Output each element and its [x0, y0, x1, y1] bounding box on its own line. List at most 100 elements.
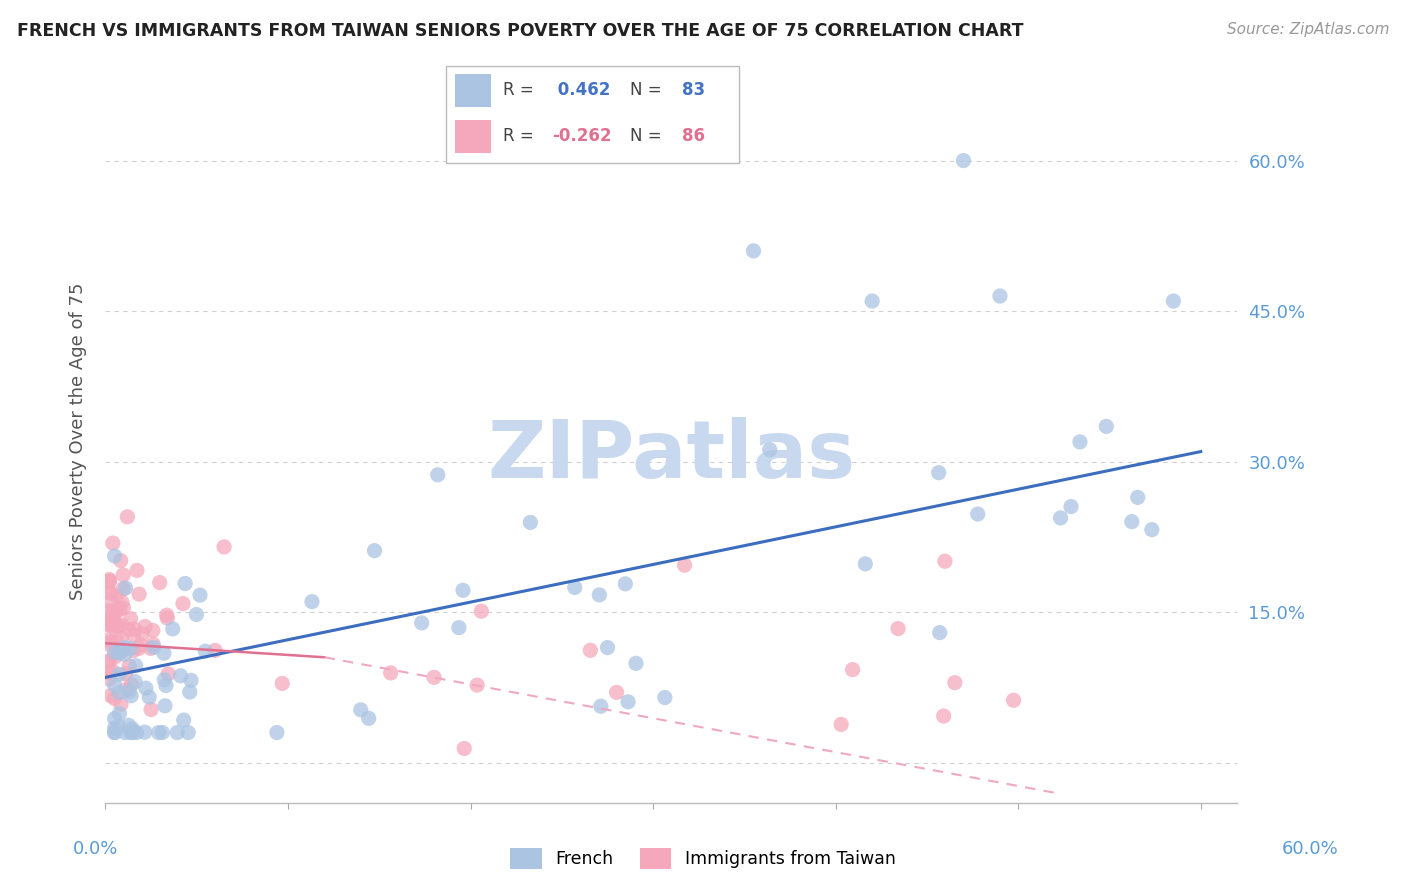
Point: [120, 677, 142, 691]
Point: [103, 615, 125, 630]
Point: [173, 713, 195, 727]
Point: [180, 673, 202, 688]
Point: [411, 615, 433, 630]
Point: [98, 617, 121, 632]
Point: [453, 741, 475, 756]
Point: [564, 581, 586, 595]
Point: [579, 643, 602, 657]
Point: [148, 725, 170, 739]
Point: [742, 244, 765, 258]
Point: [928, 466, 950, 480]
Point: [1095, 419, 1118, 434]
Point: [98, 614, 121, 628]
Point: [588, 588, 610, 602]
Point: [157, 667, 180, 681]
Point: [271, 676, 294, 690]
Point: [169, 669, 191, 683]
Point: [114, 640, 136, 655]
Point: [112, 568, 135, 582]
Text: N =: N =: [630, 128, 668, 145]
Point: [120, 725, 142, 739]
Point: [860, 294, 883, 309]
Point: [174, 576, 197, 591]
Point: [589, 699, 612, 714]
Point: [112, 582, 135, 596]
Point: [98, 595, 121, 609]
Point: [114, 666, 136, 681]
Text: R =: R =: [503, 128, 540, 145]
Text: 0.462: 0.462: [551, 81, 610, 99]
Point: [103, 549, 125, 563]
Point: [122, 643, 145, 657]
Point: [156, 611, 179, 625]
Text: N =: N =: [630, 81, 668, 99]
Point: [108, 645, 131, 659]
Point: [952, 153, 974, 168]
Point: [162, 622, 184, 636]
Point: [98, 654, 121, 668]
Point: [853, 557, 876, 571]
Bar: [456, 120, 491, 153]
Point: [125, 563, 148, 577]
Text: R =: R =: [503, 81, 540, 99]
Point: [1140, 523, 1163, 537]
Point: [451, 583, 474, 598]
Point: [357, 711, 380, 725]
Point: [131, 627, 153, 641]
Point: [179, 685, 201, 699]
Text: 86: 86: [682, 128, 704, 145]
Point: [426, 467, 449, 482]
Point: [150, 725, 173, 739]
Point: [108, 602, 131, 616]
Point: [103, 722, 125, 736]
Point: [135, 681, 157, 695]
Point: [110, 698, 132, 712]
Point: [118, 658, 141, 673]
Text: ZIPatlas: ZIPatlas: [488, 417, 855, 495]
Point: [1126, 491, 1149, 505]
Point: [105, 632, 128, 646]
Point: [98, 632, 121, 647]
Point: [98, 613, 121, 627]
Point: [125, 725, 148, 739]
Point: [105, 605, 128, 619]
Point: [142, 637, 165, 651]
Point: [932, 709, 955, 723]
Point: [142, 640, 165, 655]
Point: [596, 640, 619, 655]
Point: [1069, 434, 1091, 449]
Point: [124, 674, 146, 689]
Point: [120, 641, 142, 656]
Point: [98, 638, 121, 652]
Point: [103, 605, 125, 619]
Point: [606, 685, 628, 699]
Point: [98, 585, 121, 599]
Point: [117, 718, 139, 732]
Point: [188, 588, 211, 602]
Point: [887, 622, 910, 636]
Point: [104, 649, 127, 664]
Point: [153, 698, 176, 713]
Point: [1060, 500, 1083, 514]
Point: [465, 678, 488, 692]
Point: [134, 725, 156, 739]
Point: [1121, 515, 1143, 529]
Point: [110, 553, 132, 567]
Point: [423, 670, 446, 684]
Point: [125, 658, 148, 673]
Point: [108, 667, 131, 681]
Point: [101, 664, 124, 678]
Point: [103, 691, 125, 706]
Point: [212, 540, 235, 554]
Legend: French, Immigrants from Taiwan: French, Immigrants from Taiwan: [503, 841, 903, 876]
Point: [830, 717, 852, 731]
Point: [1049, 511, 1071, 525]
Point: [934, 554, 956, 568]
Point: [118, 623, 141, 637]
Point: [98, 655, 121, 669]
Point: [129, 638, 152, 652]
Y-axis label: Seniors Poverty Over the Age of 75: Seniors Poverty Over the Age of 75: [69, 283, 87, 600]
Text: -0.262: -0.262: [551, 128, 612, 145]
Point: [98, 618, 121, 632]
Point: [186, 607, 208, 622]
